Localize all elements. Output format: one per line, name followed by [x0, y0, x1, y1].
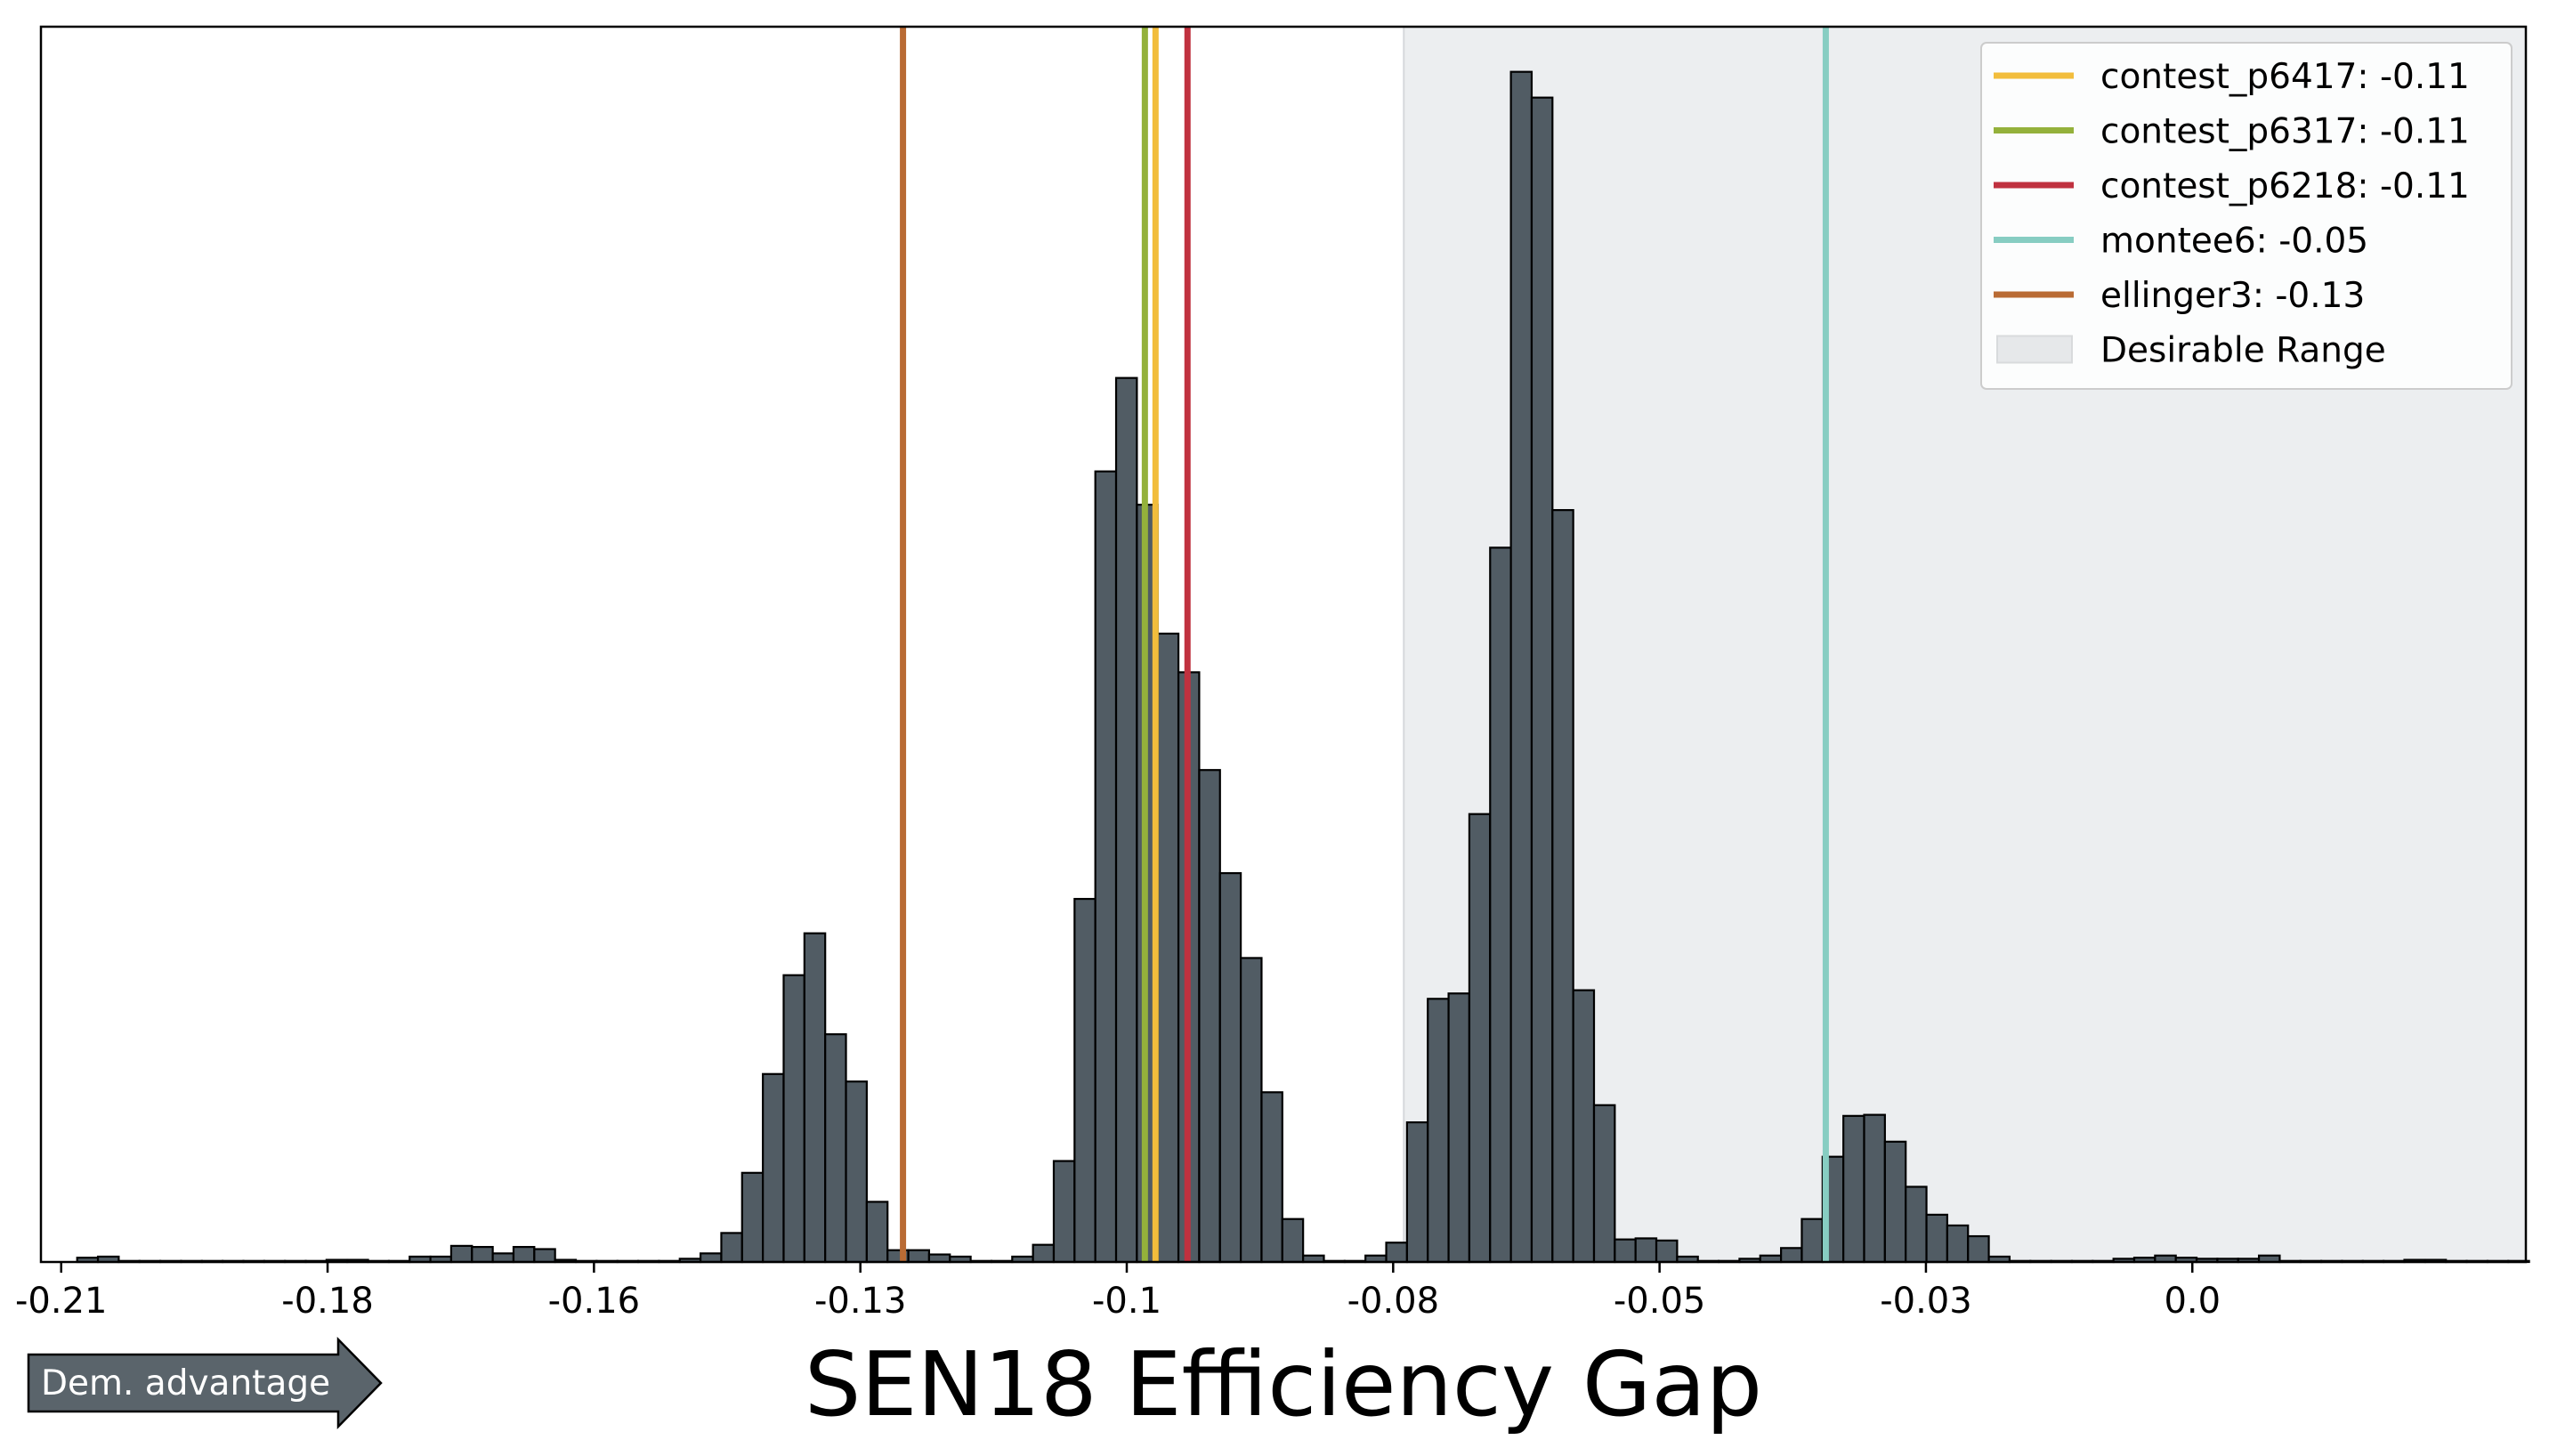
histogram-bar — [1967, 1234, 1990, 1264]
histogram-bar — [1447, 992, 1471, 1264]
legend-label: contest_p6218: -0.11 — [2100, 166, 2470, 206]
legend-label: ellinger3: -0.13 — [2100, 276, 2365, 316]
legend-item: contest_p6317: -0.11 — [1994, 112, 2470, 152]
x-tick-label: -0.05 — [1614, 1281, 1706, 1322]
legend-item: contest_p6218: -0.11 — [1994, 166, 2470, 206]
histogram-bar — [1468, 813, 1492, 1264]
x-tick-label: -0.16 — [548, 1281, 641, 1322]
arrow-shape — [27, 1336, 383, 1430]
histogram-bar — [1842, 1114, 1865, 1264]
histogram-bar — [700, 1252, 723, 1264]
histogram-bar — [1032, 1243, 1056, 1264]
legend-item: Desirable Range — [1996, 331, 2386, 371]
x-tick-label: -0.21 — [15, 1281, 108, 1322]
histogram-bar — [1240, 957, 1263, 1264]
histogram-bar — [1281, 1217, 1305, 1264]
x-tick-label: -0.03 — [1880, 1281, 1972, 1322]
histogram-bar — [762, 1072, 785, 1264]
histogram-bar — [740, 1171, 765, 1264]
histogram-bar — [1614, 1238, 1637, 1264]
histogram-bar — [927, 1253, 951, 1264]
histogram-bar — [1530, 96, 1554, 1264]
plan-lines — [900, 27, 1829, 1262]
histogram-bar — [1052, 1160, 1076, 1264]
legend-swatch — [1996, 335, 2073, 364]
histogram-bar — [1073, 897, 1096, 1264]
histogram-bar — [1114, 376, 1138, 1264]
histogram-bar — [1405, 1120, 1429, 1264]
histogram-bar — [1551, 509, 1574, 1264]
histogram-bar — [720, 1232, 743, 1264]
x-tick-label: 0.0 — [2164, 1281, 2221, 1322]
legend-item: ellinger3: -0.13 — [1994, 276, 2365, 316]
histogram-bar — [1800, 1217, 1824, 1264]
histogram-bar — [824, 1033, 847, 1264]
legend-label: Desirable Range — [2100, 331, 2386, 371]
legend-label: contest_p6317: -0.11 — [2100, 112, 2470, 152]
legend-item: montee6: -0.05 — [1994, 222, 2368, 262]
histogram-bar — [449, 1244, 473, 1264]
histogram-bar — [1385, 1242, 1408, 1264]
histogram-bar — [1509, 70, 1533, 1264]
histogram-bar — [1218, 871, 1242, 1264]
histogram-bar — [1883, 1140, 1907, 1264]
histogram-bar — [1863, 1113, 1886, 1264]
histogram-bar — [803, 932, 827, 1264]
histogram-bar — [845, 1080, 868, 1264]
histogram-bar — [1198, 769, 1221, 1264]
histogram-bar — [907, 1249, 931, 1264]
histogram-bar — [533, 1248, 556, 1264]
arrow-label: Dem. advantage — [41, 1363, 330, 1403]
x-tick-label: -0.18 — [281, 1281, 374, 1322]
plot-frame — [39, 25, 2528, 1264]
x-axis-label: SEN18 Efficiency Gap — [805, 1332, 1762, 1436]
dem-advantage-arrow: Dem. advantage — [27, 1336, 383, 1430]
x-tick-label: -0.1 — [1092, 1281, 1161, 1322]
histogram-bar — [1634, 1237, 1658, 1264]
histogram-bar — [1572, 989, 1596, 1264]
x-tick-label: -0.13 — [814, 1281, 907, 1322]
histogram-bar — [1260, 1091, 1283, 1264]
histogram-bar — [1925, 1213, 1948, 1264]
histogram-bar — [782, 974, 805, 1264]
histogram-bar — [1946, 1224, 1970, 1264]
x-tick-label: -0.08 — [1347, 1281, 1440, 1322]
histogram-bar — [1905, 1185, 1928, 1264]
histogram-bar — [1156, 632, 1180, 1264]
histogram-bar — [1592, 1104, 1616, 1264]
legend-label: montee6: -0.05 — [2100, 222, 2368, 262]
histogram-bar — [471, 1246, 494, 1264]
legend-label: contest_p6417: -0.11 — [2100, 57, 2470, 97]
histogram-bar — [865, 1201, 889, 1264]
histogram-bar — [1655, 1239, 1679, 1264]
histogram-bar — [1489, 546, 1512, 1264]
histogram-bar — [491, 1252, 515, 1264]
histogram-bar — [512, 1246, 536, 1264]
histogram-bar — [1427, 998, 1450, 1264]
legend: contest_p6417: -0.11 contest_p6317: -0.11… — [1980, 42, 2513, 390]
legend-box — [1980, 42, 2513, 390]
legend-item: contest_p6417: -0.11 — [1994, 57, 2470, 97]
x-axis: -0.21 -0.18 -0.16 -0.13 -0.1 -0.08 -0.05 -0.03 0… — [15, 1262, 2221, 1322]
histogram-bar — [1780, 1247, 1803, 1264]
histogram-bar — [1094, 470, 1118, 1264]
